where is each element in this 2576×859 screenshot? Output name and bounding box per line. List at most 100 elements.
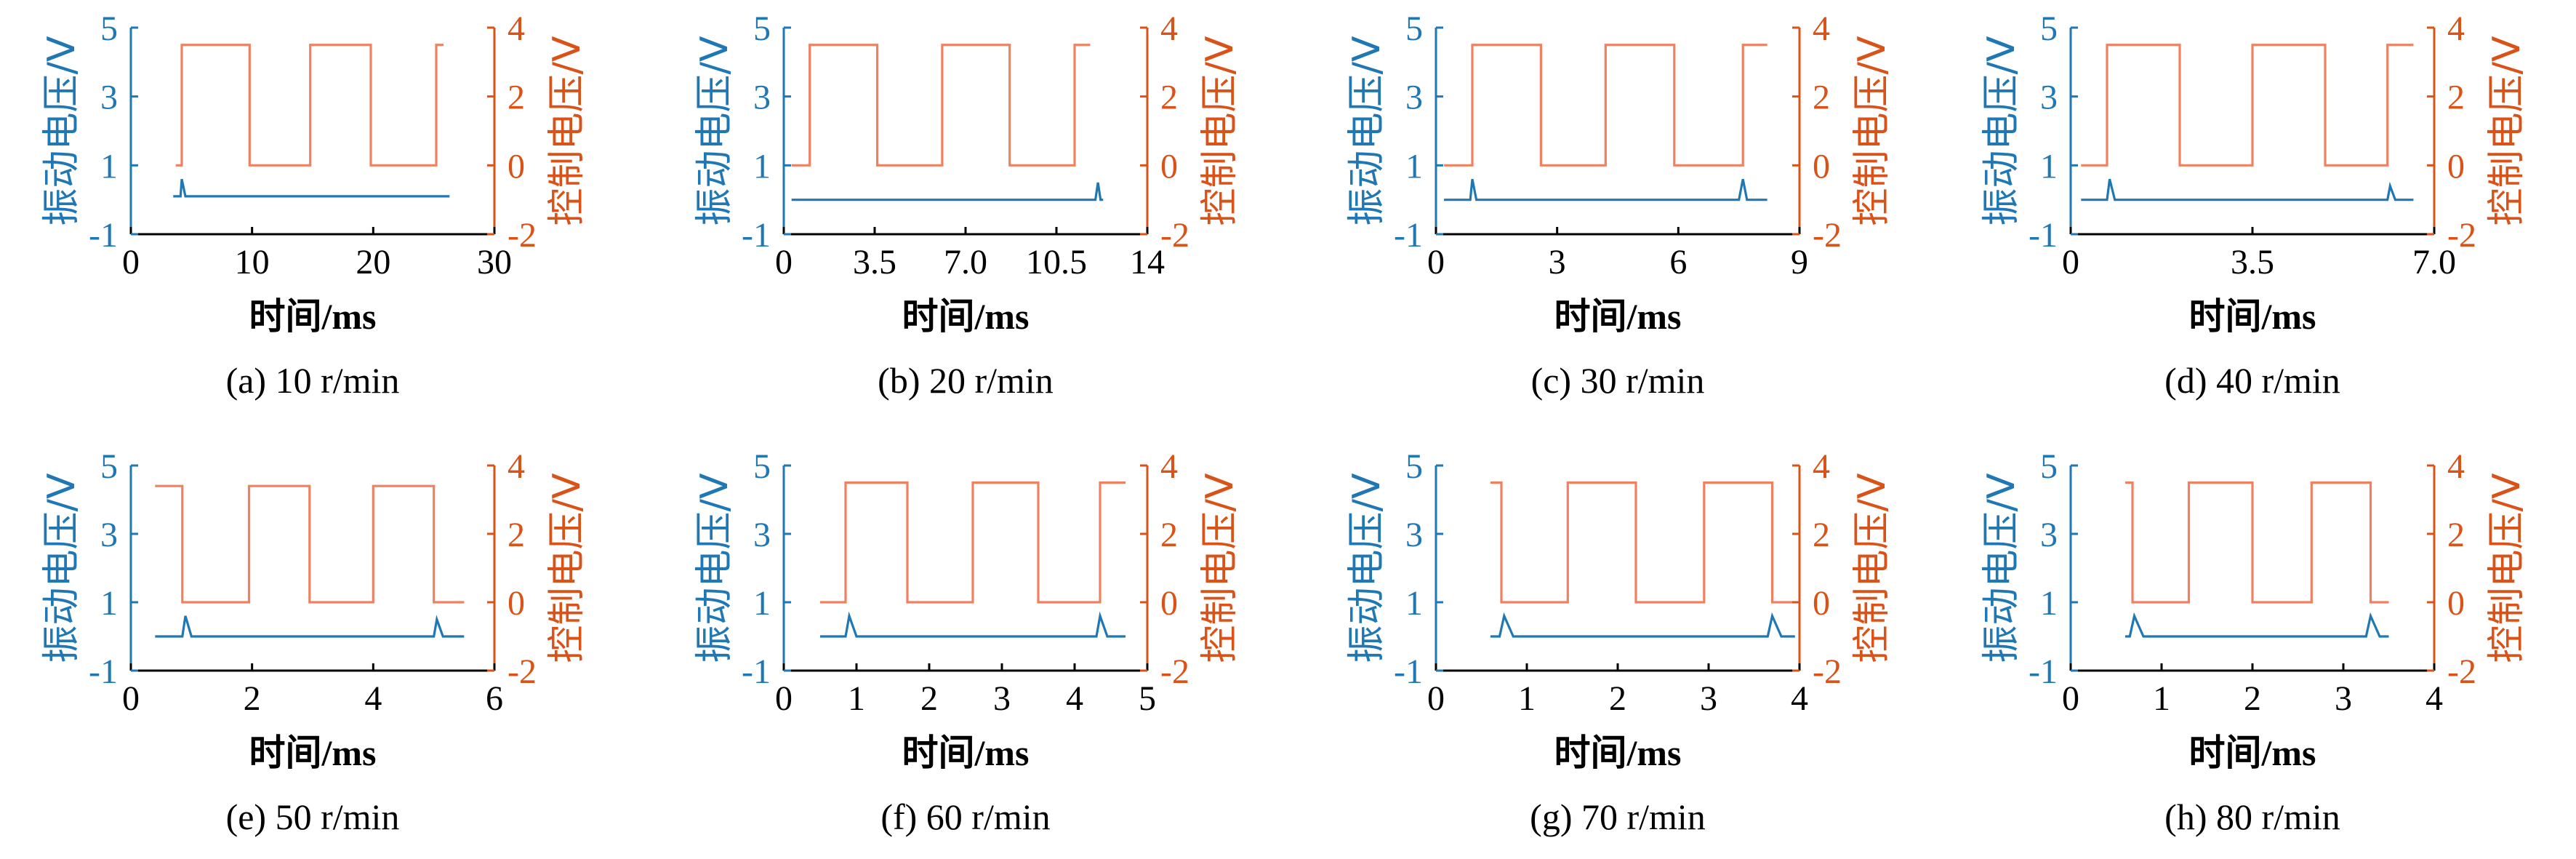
x-tick-label: 20 xyxy=(356,243,390,281)
y-tick-label-left: 5 xyxy=(2040,9,2058,48)
y-tick-label-left: 5 xyxy=(100,9,118,48)
y-tick-label-left: 3 xyxy=(2040,79,2058,117)
chart-panel: 0 1 2 3 4 -1 1 3 5 -2 0 2 4 振动电压/V 控制电压/V 时间/ms (g) 70 r… xyxy=(1345,447,1894,837)
x-tick-label: 7.0 xyxy=(2412,243,2456,281)
y-axis-title-left: 振动电压/V xyxy=(1980,36,2023,226)
x-tick-label: 0 xyxy=(122,243,140,281)
y-tick-label-right: 2 xyxy=(507,516,525,554)
series-line-vibration-voltage xyxy=(820,611,1126,638)
y-axis-title-left: 振动电压/V xyxy=(1345,473,1389,663)
y-tick-label-right: 4 xyxy=(1813,447,1830,486)
x-tick-label: 3.5 xyxy=(853,243,896,281)
y-tick-label-right: 4 xyxy=(507,447,525,486)
series-line-vibration-voltage xyxy=(791,182,1104,201)
y-axis-title-left: 振动电压/V xyxy=(40,36,84,226)
y-axis-title-right: 控制电压/V xyxy=(2485,36,2529,226)
x-axis-title: 时间/ms xyxy=(249,296,377,337)
x-tick-label: 4 xyxy=(2425,679,2443,718)
chart-caption: (h) 80 r/min xyxy=(2164,796,2340,837)
x-axis-title: 时间/ms xyxy=(2189,732,2316,773)
y-tick-label-right: 2 xyxy=(507,79,525,117)
y-tick-label-right: 2 xyxy=(1160,516,1178,554)
y-tick-label-right: -2 xyxy=(2447,216,2476,255)
x-tick-label: 3 xyxy=(2335,679,2352,718)
series-line-control-voltage xyxy=(791,44,1091,167)
chart-caption: (g) 70 r/min xyxy=(1530,796,1706,837)
x-axis-title: 时间/ms xyxy=(2189,296,2316,337)
y-tick-label-left: -1 xyxy=(1394,652,1423,691)
y-axis-title-right: 控制电压/V xyxy=(1198,36,1242,226)
x-tick-label: 4 xyxy=(364,679,382,718)
x-tick-label: 2 xyxy=(1609,679,1626,718)
x-tick-label: 0 xyxy=(1427,243,1445,281)
y-tick-label-left: 3 xyxy=(100,79,118,117)
y-tick-label-right: 2 xyxy=(1160,79,1178,117)
y-axis-title-left: 振动电压/V xyxy=(40,473,84,663)
y-tick-label-left: 3 xyxy=(100,516,118,554)
chart-panel: 0 3 6 9 -1 1 3 5 -2 0 2 4 振动电压/V 控制电压/V 时间/ms (c) 30 r/… xyxy=(1345,9,1894,401)
y-tick-label-right: 4 xyxy=(507,9,525,48)
series-line-control-voltage xyxy=(1444,44,1768,167)
x-tick-label: 9 xyxy=(1791,243,1808,281)
y-tick-label-left: 1 xyxy=(753,584,771,623)
y-tick-label-right: 4 xyxy=(1160,447,1178,486)
y-tick-label-left: -1 xyxy=(1394,216,1423,255)
y-tick-label-right: 0 xyxy=(2447,147,2465,185)
y-tick-label-left: 1 xyxy=(2040,584,2058,623)
y-tick-label-left: 1 xyxy=(2040,147,2058,185)
x-tick-label: 6 xyxy=(1669,243,1687,281)
y-tick-label-left: 1 xyxy=(1405,147,1423,185)
y-tick-label-left: -1 xyxy=(2029,216,2058,255)
y-tick-label-right: -2 xyxy=(1160,652,1189,691)
y-axis-title-right: 控制电压/V xyxy=(1850,36,1894,226)
y-tick-label-left: 1 xyxy=(753,147,771,185)
x-tick-label: 3.5 xyxy=(2231,243,2274,281)
series-line-vibration-voltage xyxy=(2125,612,2389,638)
y-tick-label-right: 4 xyxy=(1813,9,1830,48)
chart-caption: (a) 10 r/min xyxy=(226,360,400,401)
y-tick-label-left: 5 xyxy=(100,447,118,486)
y-tick-label-right: -2 xyxy=(1160,216,1189,255)
x-tick-label: 0 xyxy=(122,679,140,718)
series-line-control-voltage xyxy=(155,484,465,604)
series-line-vibration-voltage xyxy=(2081,178,2414,201)
y-tick-label-left: 3 xyxy=(1405,516,1423,554)
chart-caption: (e) 50 r/min xyxy=(226,796,400,837)
y-tick-label-left: -1 xyxy=(89,216,118,255)
series-line-vibration-voltage xyxy=(155,615,465,638)
x-tick-label: 2 xyxy=(920,679,938,718)
y-axis-title-right: 控制电压/V xyxy=(2485,473,2529,663)
x-tick-label: 1 xyxy=(848,679,865,718)
y-tick-label-left: -1 xyxy=(89,652,118,691)
y-tick-label-right: 0 xyxy=(1813,147,1830,185)
y-tick-label-right: 4 xyxy=(1160,9,1178,48)
x-tick-label: 3 xyxy=(993,679,1011,718)
y-tick-label-right: 0 xyxy=(1160,147,1178,185)
x-tick-label: 1 xyxy=(2153,679,2170,718)
series-line-control-voltage xyxy=(2125,481,2389,604)
x-tick-label: 3 xyxy=(1700,679,1717,718)
x-tick-label: 5 xyxy=(1139,679,1156,718)
y-tick-label-right: -2 xyxy=(1813,652,1842,691)
x-axis-title: 时间/ms xyxy=(1554,296,1682,337)
series-line-vibration-voltage xyxy=(1444,178,1768,201)
y-tick-label-right: 0 xyxy=(507,584,525,623)
y-tick-label-left: -1 xyxy=(2029,652,2058,691)
y-tick-label-left: -1 xyxy=(742,652,771,691)
x-tick-label: 2 xyxy=(2244,679,2261,718)
x-tick-label: 30 xyxy=(477,243,512,281)
y-tick-label-left: -1 xyxy=(742,216,771,255)
y-tick-label-left: 1 xyxy=(1405,584,1423,623)
series-line-control-voltage xyxy=(175,44,444,167)
x-tick-label: 7.0 xyxy=(944,243,987,281)
series-line-control-voltage xyxy=(2081,44,2414,167)
chart-panel: 0 3.5 7.0 10.5 14 -1 1 3 5 -2 0 2 4 振动电压/V 控制电压/V 时间/ms… xyxy=(693,9,1242,401)
y-axis-title-left: 振动电压/V xyxy=(693,36,737,226)
y-tick-label-left: 3 xyxy=(753,79,771,117)
y-tick-label-right: 2 xyxy=(1813,79,1830,117)
x-tick-label: 0 xyxy=(2062,243,2079,281)
x-tick-label: 10.5 xyxy=(1026,243,1087,281)
y-tick-label-right: 2 xyxy=(2447,516,2465,554)
